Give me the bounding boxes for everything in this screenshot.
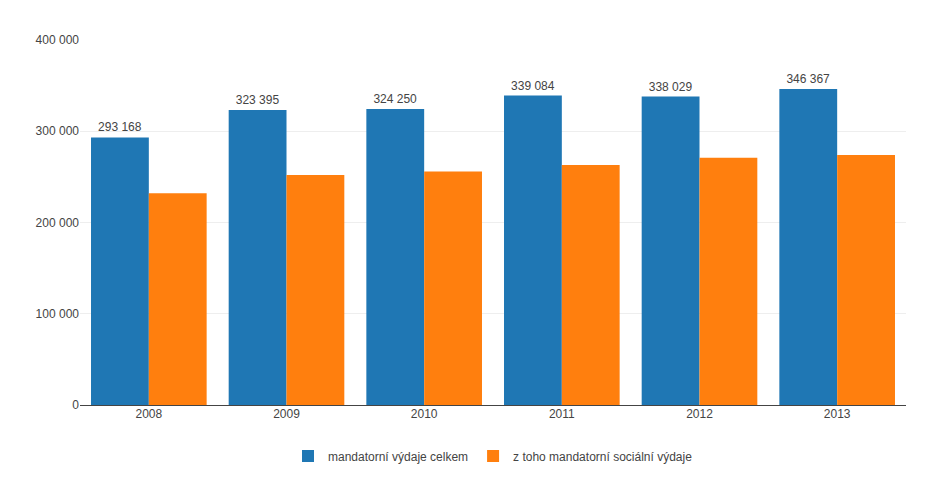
svg-text:400 000: 400 000: [36, 33, 80, 47]
svg-text:300 000: 300 000: [36, 124, 80, 138]
svg-text:2008: 2008: [135, 407, 162, 421]
svg-text:323 395: 323 395: [236, 93, 280, 107]
svg-text:338 029: 338 029: [649, 80, 693, 94]
svg-text:z toho mandatorní sociální výd: z toho mandatorní sociální výdaje: [513, 450, 692, 464]
svg-text:2009: 2009: [273, 407, 300, 421]
svg-text:2013: 2013: [824, 407, 851, 421]
svg-text:2010: 2010: [411, 407, 438, 421]
svg-text:2012: 2012: [686, 407, 713, 421]
svg-text:293 168: 293 168: [98, 120, 142, 134]
svg-text:100 000: 100 000: [36, 307, 80, 321]
svg-text:mandatorní výdaje celkem: mandatorní výdaje celkem: [328, 450, 468, 464]
svg-text:0: 0: [72, 398, 79, 412]
svg-text:324 250: 324 250: [373, 92, 417, 106]
svg-text:346 367: 346 367: [786, 72, 830, 86]
svg-text:339 084: 339 084: [511, 79, 555, 93]
svg-text:2011: 2011: [549, 407, 575, 421]
svg-text:200 000: 200 000: [36, 216, 80, 230]
